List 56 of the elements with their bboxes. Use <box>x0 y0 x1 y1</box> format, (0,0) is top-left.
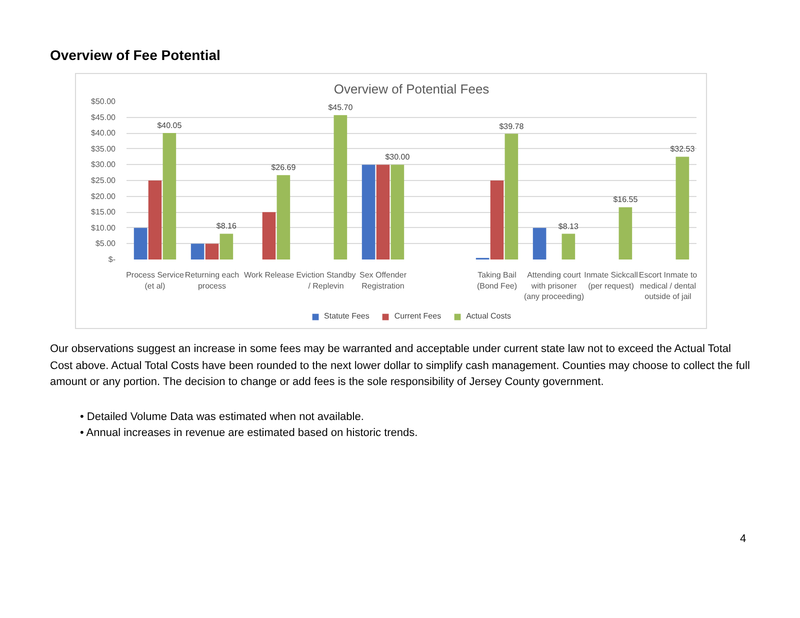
x-tick-label: Work Release <box>244 270 295 280</box>
y-tick-label: $45.00 <box>91 112 116 122</box>
y-tick-label: $50.00 <box>91 97 116 106</box>
y-tick-label: $35.00 <box>91 144 116 154</box>
bar <box>362 164 376 260</box>
x-tick-label: Sex Offender Registration <box>360 270 407 290</box>
chart-title: Overview of Potential Fees <box>334 82 490 96</box>
bar <box>618 207 632 260</box>
bar <box>334 115 348 260</box>
y-tick-label: $40.00 <box>91 128 116 138</box>
bar <box>562 234 576 260</box>
text: • Detailed Volume Data was estimated when not available. <box>80 410 365 424</box>
x-tick-label: Returning each process <box>184 270 240 290</box>
y-tick-label: $30.00 <box>91 160 116 170</box>
x-tick-label: Attending court with prisoner (any proceeding) <box>524 270 584 302</box>
data-label: $32.53 <box>670 144 696 154</box>
bar <box>162 132 176 260</box>
data-label: $26.69 <box>271 163 296 172</box>
bar <box>676 156 690 260</box>
x-tick-label: Inmate Sickcall (per request) <box>584 270 638 290</box>
text: Overview of Fee Potential <box>50 46 220 65</box>
bar <box>376 164 390 260</box>
data-label: $16.55 <box>613 195 638 204</box>
data-label: $45.70 <box>328 103 354 112</box>
data-label: $8.16 <box>216 222 237 231</box>
bar <box>532 228 546 260</box>
x-tick-label: Process Service (et al) <box>126 270 184 290</box>
bar <box>504 134 518 260</box>
x-tick-label: Eviction Standby / Replevin <box>296 270 356 290</box>
legend-label: Actual Costs <box>466 312 511 320</box>
bar <box>276 175 290 260</box>
y-tick-label: $- <box>108 255 116 264</box>
text: 4 <box>740 532 746 546</box>
bar <box>134 228 148 260</box>
y-tick-label: $10.00 <box>91 223 116 232</box>
legend-label: Current Fees <box>394 312 442 320</box>
data-label: $40.05 <box>157 120 182 130</box>
y-tick-label: $25.00 <box>91 176 116 185</box>
text: • Annual increases in revenue are estimated based on historic trends. <box>80 426 418 441</box>
bar <box>390 164 404 260</box>
bar <box>205 244 219 260</box>
data-label: $30.00 <box>385 152 410 162</box>
y-tick-label: $15.00 <box>91 208 116 217</box>
data-label: $8.13 <box>558 222 579 231</box>
bar <box>220 234 234 260</box>
bar <box>148 180 162 260</box>
x-tick-label: Escort Inmate to medical / dental outside of jail <box>638 270 698 302</box>
y-tick-label: $20.00 <box>91 192 116 201</box>
bar <box>262 212 276 260</box>
bar <box>490 180 504 260</box>
text: Our observations suggest an increase in some fees may be warranted and acceptable under current state law not to exceed the Actual Total Cost above. Actual Total Costs have been rounded to the next lower dollar to simplify cash management. Counties may choose to collect the full amount or any portion. The decision to change or add fees is the sole responsibility of Jersey County government. <box>50 342 750 390</box>
bar <box>190 244 204 260</box>
legend-label: Statute Fees <box>324 312 370 320</box>
x-tick-label: Taking Bail (Bond Fee) <box>476 270 518 290</box>
data-label: $39.78 <box>499 122 524 131</box>
y-tick-label: $5.00 <box>95 239 116 248</box>
